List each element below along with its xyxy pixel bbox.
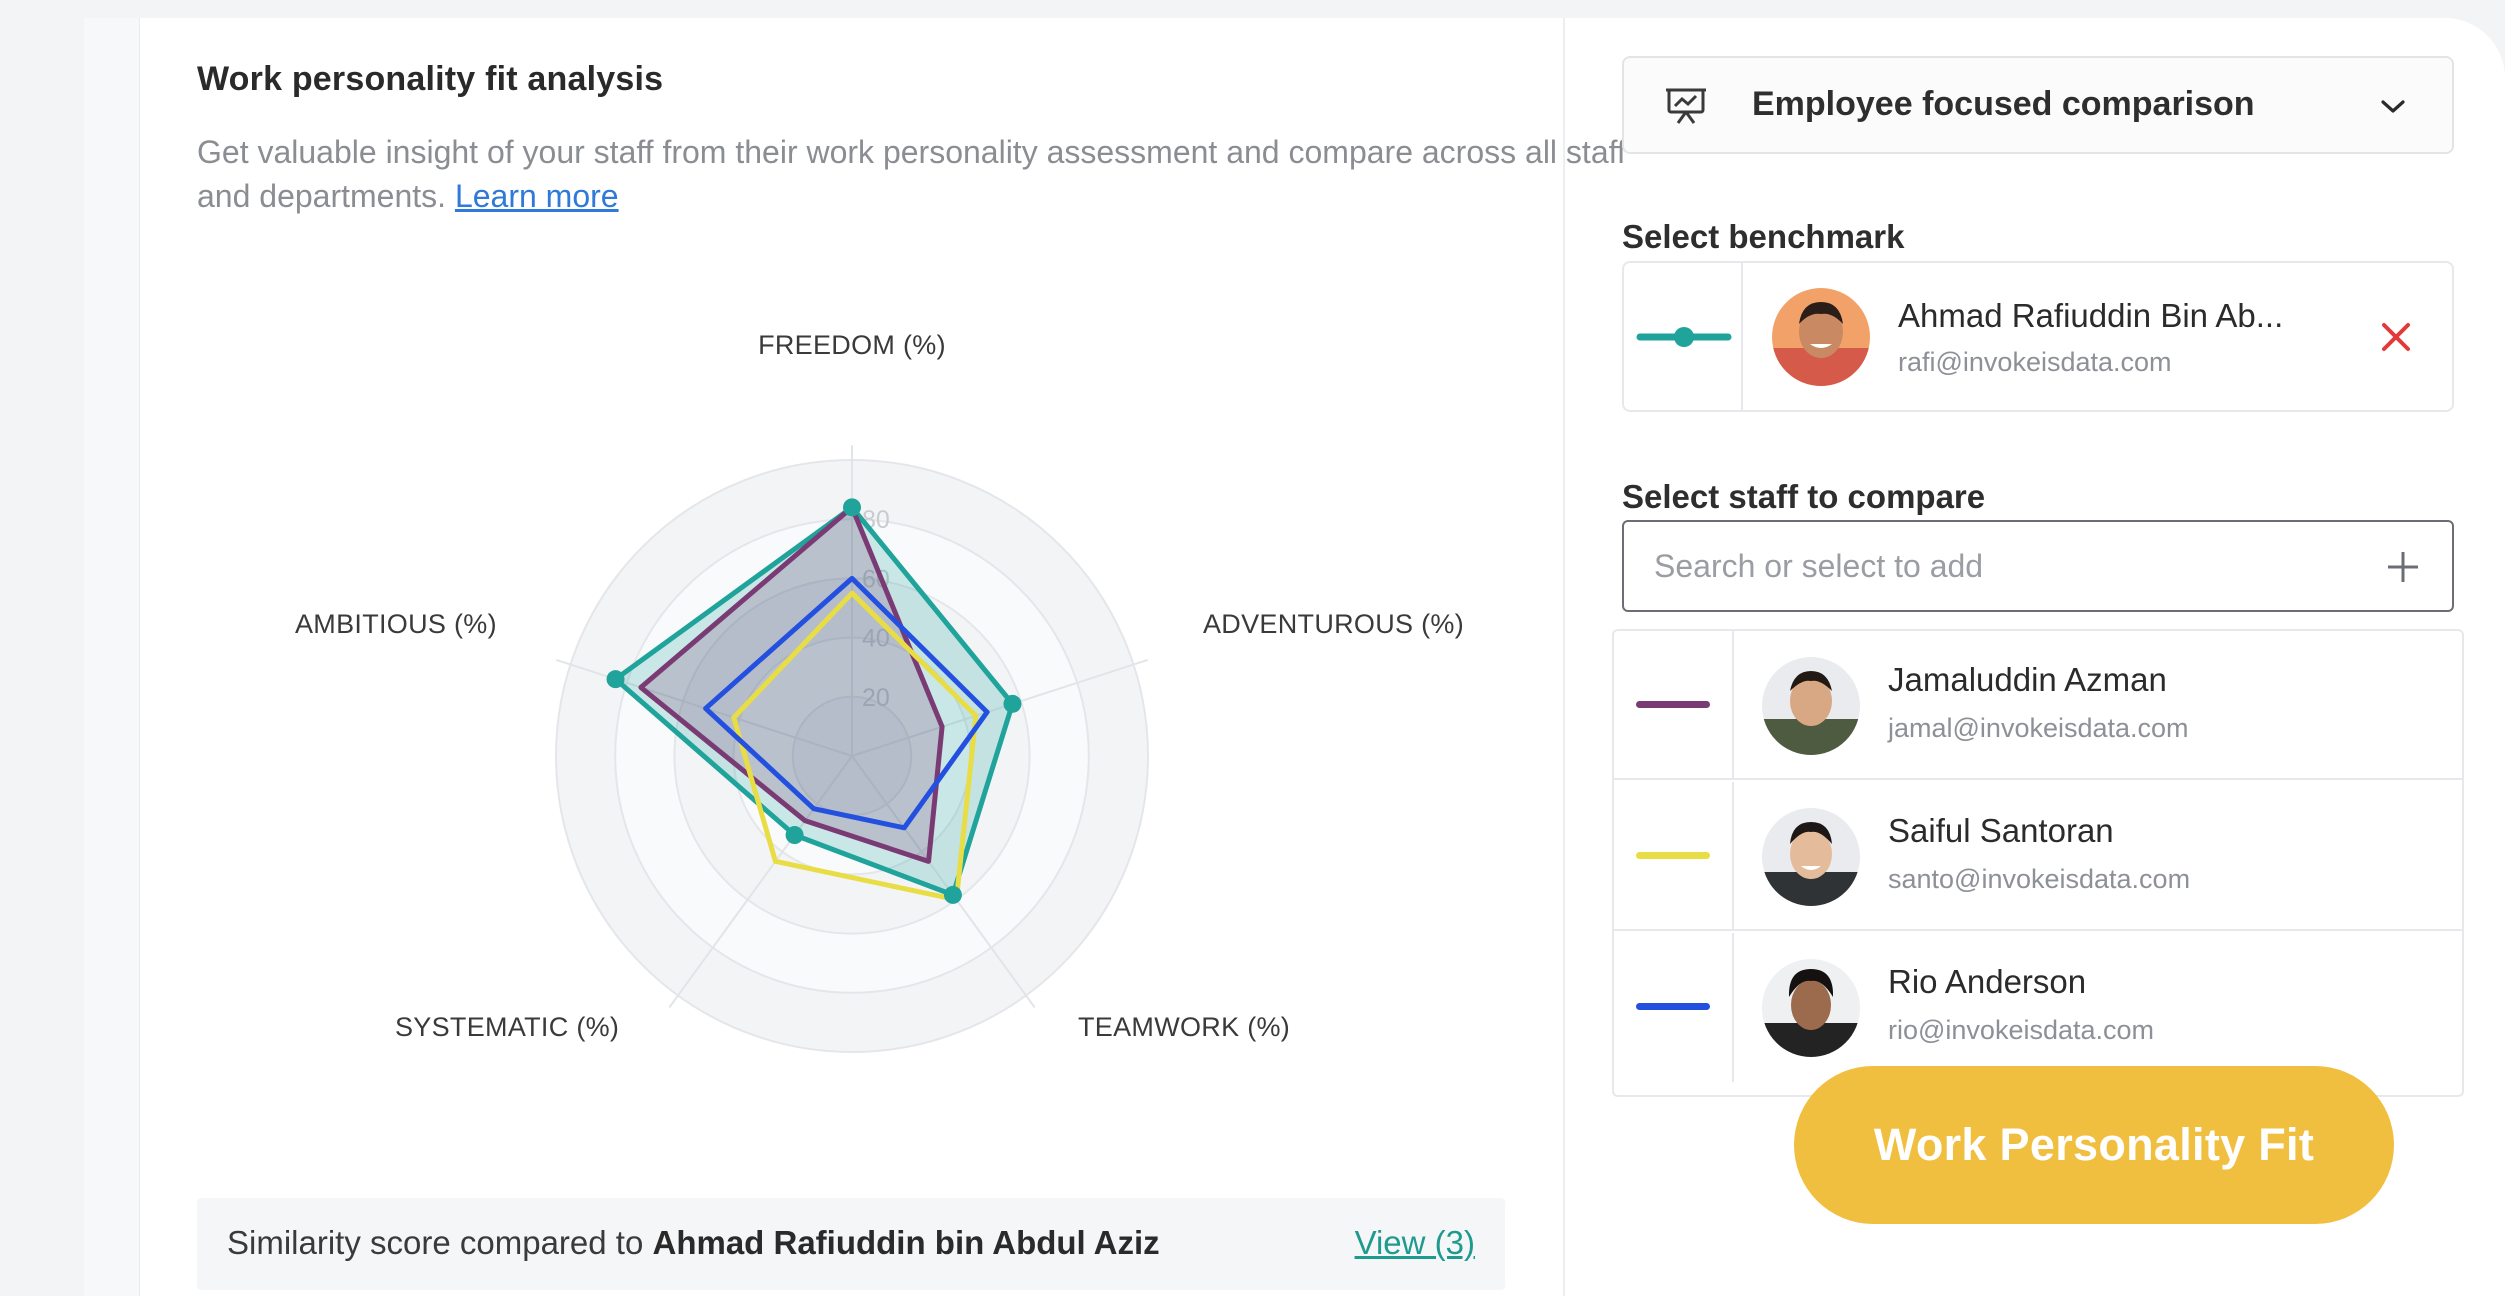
benchmark-email: rafi@invokeisdata.com	[1898, 347, 2172, 377]
plus-icon[interactable]	[2384, 548, 2422, 586]
similarity-name: Ahmad Rafiuddin bin Abdul Aziz	[652, 1224, 1160, 1261]
axis-label: ADVENTUROUS (%)	[1203, 609, 1464, 639]
panel-divider	[1563, 18, 1565, 1296]
axis-label: FREEDOM (%)	[758, 330, 946, 360]
comparison-mode-dropdown[interactable]: Employee focused comparison	[1622, 56, 2454, 154]
chevron-down-icon	[2381, 100, 2405, 113]
data-point	[785, 826, 804, 845]
data-point	[606, 670, 625, 689]
series-line	[703, 575, 990, 831]
avatar	[1772, 288, 1870, 386]
learn-more-link[interactable]: Learn more	[454, 178, 619, 214]
work-personality-fit-button[interactable]: Work Personality Fit	[1794, 1066, 2394, 1224]
axis-label: SYSTEMATIC (%)	[395, 1012, 619, 1042]
grid-spoke	[851, 659, 1148, 757]
description-text: Get valuable insight of your staff from …	[197, 134, 1626, 214]
analysis-panel: Work personality fit analysis Get valuab…	[140, 18, 1626, 1296]
staff-email: jamal@invokeisdata.com	[1888, 713, 2189, 743]
side-strip	[84, 18, 140, 1296]
similarity-text: Similarity score compared to Ahmad Rafiu…	[227, 1224, 1160, 1262]
series-line	[731, 590, 979, 903]
presentation-chart-icon	[1666, 88, 1706, 124]
tick-label: 80	[862, 506, 890, 534]
benchmark-card: Ahmad Rafiuddin Bin Ab... rafi@invokeisd…	[1622, 261, 2454, 412]
staff-compare-list: Jamaluddin Azman jamal@invokeisdata.com …	[1612, 629, 2464, 1097]
series-swatch	[1614, 782, 1734, 929]
blue-line-icon	[1636, 1003, 1710, 1010]
series-swatch	[1614, 631, 1734, 778]
staff-search	[1622, 520, 2454, 612]
avatar	[1762, 959, 1860, 1057]
staff-email: rio@invokeisdata.com	[1888, 1015, 2155, 1045]
benchmark-label: Select benchmark	[1622, 218, 1905, 255]
similarity-prefix: Similarity score compared to	[227, 1224, 653, 1261]
avatar	[1762, 808, 1860, 906]
grid-spoke	[668, 755, 853, 1009]
data-point	[943, 885, 962, 904]
staff-name: Saiful Santoran	[1888, 812, 2114, 849]
data-point	[1003, 694, 1022, 713]
axis-label: TEAMWORK (%)	[1078, 1012, 1290, 1042]
close-icon[interactable]	[2376, 317, 2416, 357]
page-description: Get valuable insight of your staff from …	[197, 130, 1657, 218]
list-item[interactable]: Jamaluddin Azman jamal@invokeisdata.com	[1614, 631, 2462, 780]
tick-label: 20	[862, 684, 890, 712]
benchmark-name: Ahmad Rafiuddin Bin Ab...	[1898, 297, 2284, 334]
list-item[interactable]: Rio Anderson rio@invokeisdata.com	[1614, 933, 2462, 1082]
avatar	[1762, 657, 1860, 755]
axis-label: AMBITIOUS (%)	[295, 609, 497, 639]
staff-name: Rio Anderson	[1888, 963, 2087, 1000]
series-line	[613, 504, 1015, 898]
view-similarity-link[interactable]: View (3)	[1354, 1224, 1475, 1261]
data-point	[843, 498, 861, 517]
page-title: Work personality fit analysis	[197, 60, 664, 98]
search-input[interactable]	[1654, 542, 2354, 590]
dropdown-selected-value: Employee focused comparison	[1752, 85, 2255, 123]
purple-line-icon	[1636, 701, 1710, 708]
compare-label: Select staff to compare	[1622, 478, 1986, 515]
staff-email: santo@invokeisdata.com	[1888, 864, 2191, 894]
teal-line-marker-icon	[1636, 327, 1732, 347]
similarity-bar: Similarity score compared to Ahmad Rafiu…	[197, 1198, 1505, 1290]
benchmark-swatch	[1624, 263, 1743, 410]
list-item[interactable]: Saiful Santoran santo@invokeisdata.com	[1614, 782, 2462, 931]
comparison-panel: Employee focused comparison Select bench…	[1565, 18, 2505, 1296]
series-swatch	[1614, 933, 1734, 1082]
staff-name: Jamaluddin Azman	[1888, 661, 2167, 698]
yellow-line-icon	[1636, 852, 1710, 859]
grid-spoke	[851, 755, 1036, 1009]
